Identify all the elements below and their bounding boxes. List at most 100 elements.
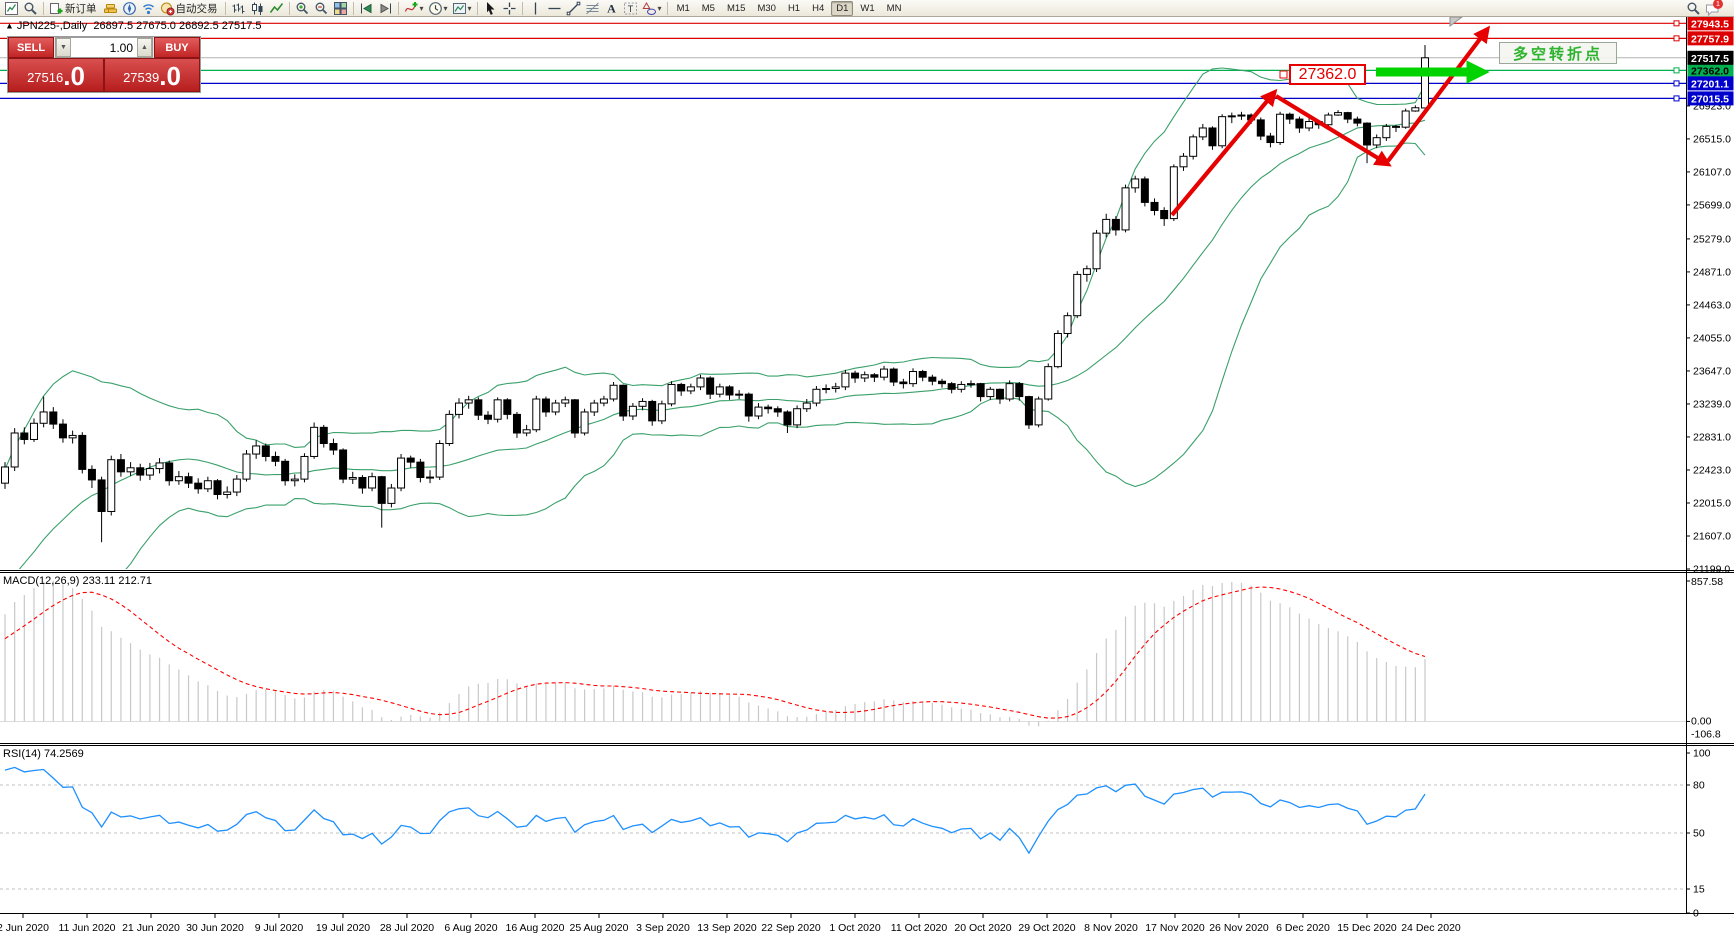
symbol-period-label: JPN225-,Daily: [16, 20, 88, 32]
svg-text:27943.5: 27943.5: [1691, 18, 1729, 30]
text-tool-button[interactable]: A: [602, 0, 621, 17]
autotrading-label: 自动交易: [175, 2, 218, 15]
bollinger-middle: [18, 119, 1426, 569]
fibonacci-tool-button[interactable]: [583, 0, 602, 17]
line-chart-mode-button[interactable]: [267, 0, 286, 17]
timeframe-m15-button[interactable]: M15: [726, 2, 746, 14]
svg-text:0: 0: [1693, 908, 1699, 920]
bollinger-upper: [4, 67, 1426, 470]
auto-scroll-button[interactable]: [357, 0, 376, 17]
toolbar-right: 1: [1684, 0, 1732, 17]
price-alert-label[interactable]: 27362.0: [1289, 64, 1366, 85]
toolbar-group-scroll: [357, 0, 395, 16]
label-tool-button[interactable]: T: [621, 0, 640, 17]
chart-shift-marker[interactable]: [1449, 16, 1464, 27]
crosshair-button[interactable]: [500, 0, 519, 17]
autotrade-icon: [160, 2, 174, 15]
market-watch-button[interactable]: [101, 0, 120, 17]
vertical-line-tool-button[interactable]: [526, 0, 545, 17]
candlestick-mode-button[interactable]: [248, 0, 267, 17]
toolbar-group-trade: 新订单 自动交易: [47, 0, 222, 16]
notifications-button[interactable]: 1: [1703, 0, 1732, 17]
svg-text:29 Oct 2020: 29 Oct 2020: [1018, 922, 1075, 934]
zoom-in-icon: [296, 2, 308, 14]
zoom-in-button[interactable]: [293, 0, 312, 17]
svg-text:26107.0: 26107.0: [1693, 166, 1731, 178]
timeframe-w1-button[interactable]: W1: [860, 2, 875, 14]
toolbar-group-file: [2, 0, 40, 16]
symbol-icon: ▲: [5, 21, 14, 31]
quick-search-button[interactable]: [1684, 0, 1703, 17]
buy-button[interactable]: BUY: [154, 37, 200, 58]
terminal-button[interactable]: [139, 0, 158, 17]
timeframe-d1-button[interactable]: D1: [831, 0, 854, 16]
volume-decrease-button[interactable]: ▼: [56, 38, 71, 57]
chevron-down-icon[interactable]: ▾: [467, 3, 472, 13]
templates-button[interactable]: ▾: [450, 0, 474, 17]
toolbar-group-pointer: [481, 0, 519, 16]
toolbar-group-chart-type: [229, 0, 286, 16]
new-chart-button[interactable]: [2, 0, 21, 17]
timeframe-mn-button[interactable]: MN: [886, 2, 902, 14]
zoom-out-icon: [315, 2, 327, 14]
svg-text:24463.0: 24463.0: [1693, 299, 1731, 311]
svg-text:-106.8: -106.8: [1691, 728, 1721, 740]
time-axis[interactable]: 2 Jun 2020 11 Jun 2020 21 Jun 2020 30 Jun 2…: [0, 914, 1461, 934]
new-order-button[interactable]: 新订单: [47, 0, 101, 17]
svg-text:20 Oct 2020: 20 Oct 2020: [954, 922, 1011, 934]
volume-increase-button[interactable]: ▲: [137, 38, 152, 57]
clock-icon: [428, 1, 442, 15]
sell-button[interactable]: SELL: [8, 37, 54, 58]
timeframe-m5-button[interactable]: M5: [701, 2, 715, 14]
crosshair-icon: [503, 2, 516, 14]
bar-chart-icon: [232, 3, 244, 13]
horizontal-line-tool-button[interactable]: [545, 0, 564, 17]
timeframe-h1-button[interactable]: H1: [787, 2, 801, 14]
chevron-down-icon[interactable]: ▾: [657, 3, 662, 13]
sell-price-display[interactable]: 27516.0: [8, 58, 104, 92]
svg-text:27201.1: 27201.1: [1691, 78, 1729, 90]
autotrading-button[interactable]: 自动交易: [158, 0, 222, 17]
turning-point-note[interactable]: 多空转折点: [1499, 42, 1617, 64]
shapes-tool-button[interactable]: ▾: [640, 0, 664, 17]
profiles-button[interactable]: [21, 0, 40, 17]
toolbar-separator: [352, 1, 354, 15]
zoom-out-button[interactable]: [312, 0, 331, 17]
chart-doc-icon: [5, 1, 18, 15]
price-axis[interactable]: 26923.026515.026107.025699.025279.024871…: [1686, 100, 1731, 920]
toolbar-group-objects: A T ▾: [526, 0, 664, 16]
tile-windows-button[interactable]: [331, 0, 350, 17]
trendline-tool-button[interactable]: [564, 0, 583, 17]
svg-text:3 Sep 2020: 3 Sep 2020: [636, 922, 690, 934]
timeframe-m30-button[interactable]: M30: [757, 2, 776, 14]
chevron-down-icon[interactable]: ▾: [419, 3, 424, 13]
svg-text:25 Aug 2020: 25 Aug 2020: [570, 922, 629, 934]
annotation-arrows[interactable]: [1170, 25, 1491, 217]
svg-text:23647.0: 23647.0: [1693, 365, 1731, 377]
timeframe-h4-button[interactable]: H4: [812, 2, 825, 14]
indicators-button[interactable]: ▾: [402, 0, 426, 17]
templates-icon: [452, 2, 466, 14]
chevron-down-icon[interactable]: ▾: [443, 3, 448, 13]
svg-text:23239.0: 23239.0: [1693, 398, 1731, 410]
svg-text:A: A: [607, 1, 616, 15]
svg-text:26515.0: 26515.0: [1693, 133, 1731, 145]
timeframe-m1-button[interactable]: M1: [676, 2, 690, 14]
svg-text:16 Aug 2020: 16 Aug 2020: [506, 922, 565, 934]
svg-text:50: 50: [1693, 828, 1705, 840]
shapes-icon: [641, 1, 656, 15]
macd-signal-line: [4, 586, 1426, 719]
sell-price-frac: .0: [63, 61, 85, 91]
bar-chart-mode-button[interactable]: [229, 0, 248, 17]
buy-price-display[interactable]: 27539.0: [104, 58, 200, 92]
signal-icon: [142, 3, 154, 14]
volume-value[interactable]: 1.00: [109, 40, 133, 55]
navigator-button[interactable]: [120, 0, 139, 17]
chart-shift-button[interactable]: [376, 0, 395, 17]
new-order-label: 新订单: [65, 2, 97, 15]
svg-text:21199.0: 21199.0: [1693, 564, 1730, 576]
cursor-button[interactable]: [481, 0, 500, 17]
periods-button[interactable]: ▾: [426, 0, 450, 17]
svg-text:22831.0: 22831.0: [1693, 431, 1731, 443]
